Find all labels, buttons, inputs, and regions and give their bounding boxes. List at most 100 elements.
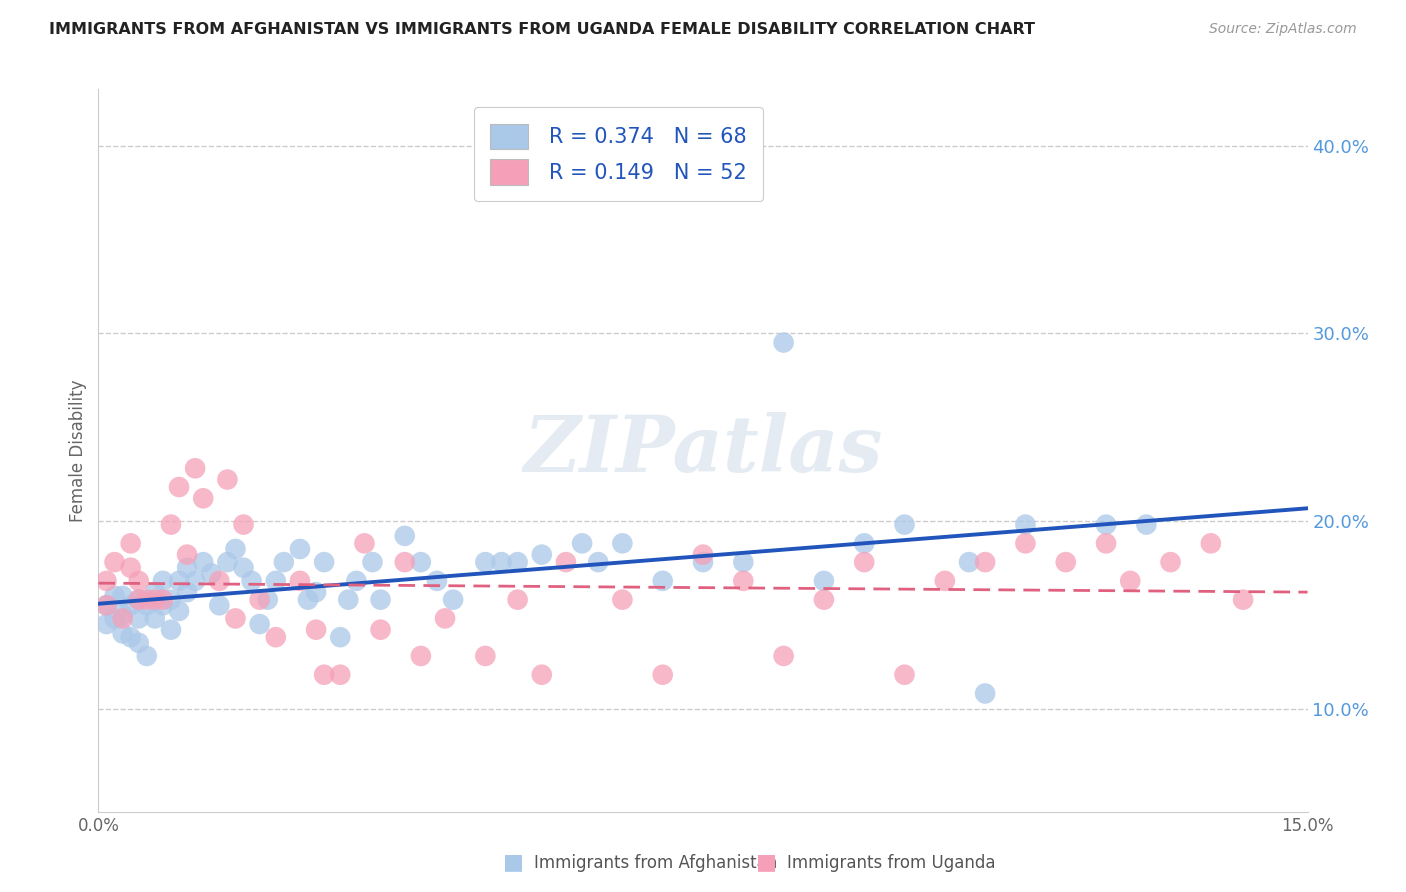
Point [128, 574, 150, 588]
Point [184, 574, 207, 588]
Point [571, 536, 593, 550]
Y-axis label: Female Disability: Female Disability [69, 379, 87, 522]
Point [530, 548, 553, 562]
Text: ■: ■ [756, 853, 776, 872]
Point [409, 555, 432, 569]
Point [491, 555, 513, 569]
Point [200, 566, 222, 581]
Point [474, 648, 496, 663]
Point [232, 560, 254, 574]
Point [128, 611, 150, 625]
Point [474, 555, 496, 569]
Point [1135, 517, 1157, 532]
Point [217, 555, 239, 569]
Point [111, 626, 134, 640]
Point [934, 574, 956, 588]
Point [103, 611, 125, 625]
Point [1014, 536, 1036, 550]
Point [152, 592, 174, 607]
Point [361, 555, 384, 569]
Point [692, 555, 714, 569]
Point [96, 599, 118, 613]
Point [128, 636, 150, 650]
Point [1119, 574, 1142, 588]
Point [853, 536, 876, 550]
Text: Immigrants from Afghanistan: Immigrants from Afghanistan [534, 855, 778, 872]
Point [135, 599, 157, 613]
Point [530, 667, 553, 681]
Point [111, 607, 134, 622]
Point [314, 555, 336, 569]
Point [184, 461, 207, 475]
Point [217, 473, 239, 487]
Text: ■: ■ [503, 853, 523, 872]
Point [1095, 517, 1118, 532]
Point [120, 560, 142, 574]
Point [1199, 536, 1222, 550]
Point [957, 555, 980, 569]
Point [288, 541, 311, 556]
Point [167, 604, 190, 618]
Point [305, 623, 328, 637]
Point [160, 517, 183, 532]
Point [329, 667, 352, 681]
Point [135, 648, 157, 663]
Point [555, 555, 578, 569]
Point [249, 592, 271, 607]
Point [434, 611, 457, 625]
Point [240, 574, 263, 588]
Point [128, 592, 150, 607]
Point [853, 555, 876, 569]
Point [344, 574, 367, 588]
Point [426, 574, 449, 588]
Point [111, 589, 134, 603]
Point [305, 585, 328, 599]
Point [167, 480, 190, 494]
Point [152, 599, 174, 613]
Point [813, 592, 835, 607]
Point [167, 574, 190, 588]
Point [314, 667, 336, 681]
Point [893, 667, 915, 681]
Point [394, 555, 416, 569]
Point [103, 555, 125, 569]
Point [208, 574, 231, 588]
Point [1014, 517, 1036, 532]
Point [143, 592, 166, 607]
Point [273, 555, 295, 569]
Point [1232, 592, 1254, 607]
Point [176, 560, 198, 574]
Point [143, 611, 166, 625]
Point [772, 335, 794, 350]
Point [96, 599, 118, 613]
Point [370, 623, 392, 637]
Point [1095, 536, 1118, 550]
Point [135, 592, 157, 607]
Point [224, 541, 246, 556]
Point [441, 592, 464, 607]
Point [813, 574, 835, 588]
Point [96, 617, 118, 632]
Point [176, 585, 198, 599]
Point [506, 555, 529, 569]
Text: Source: ZipAtlas.com: Source: ZipAtlas.com [1209, 22, 1357, 37]
Point [506, 592, 529, 607]
Point [224, 611, 246, 625]
Point [120, 536, 142, 550]
Point [103, 589, 125, 603]
Point [586, 555, 609, 569]
Point [96, 574, 118, 588]
Point [128, 592, 150, 607]
Point [176, 548, 198, 562]
Point [409, 648, 432, 663]
Point [208, 599, 231, 613]
Text: Immigrants from Uganda: Immigrants from Uganda [787, 855, 995, 872]
Text: IMMIGRANTS FROM AFGHANISTAN VS IMMIGRANTS FROM UGANDA FEMALE DISABILITY CORRELAT: IMMIGRANTS FROM AFGHANISTAN VS IMMIGRANT… [49, 22, 1035, 37]
Point [120, 630, 142, 644]
Text: ZIPatlas: ZIPatlas [523, 412, 883, 489]
Point [370, 592, 392, 607]
Point [264, 630, 287, 644]
Point [893, 517, 915, 532]
Point [249, 617, 271, 632]
Point [329, 630, 352, 644]
